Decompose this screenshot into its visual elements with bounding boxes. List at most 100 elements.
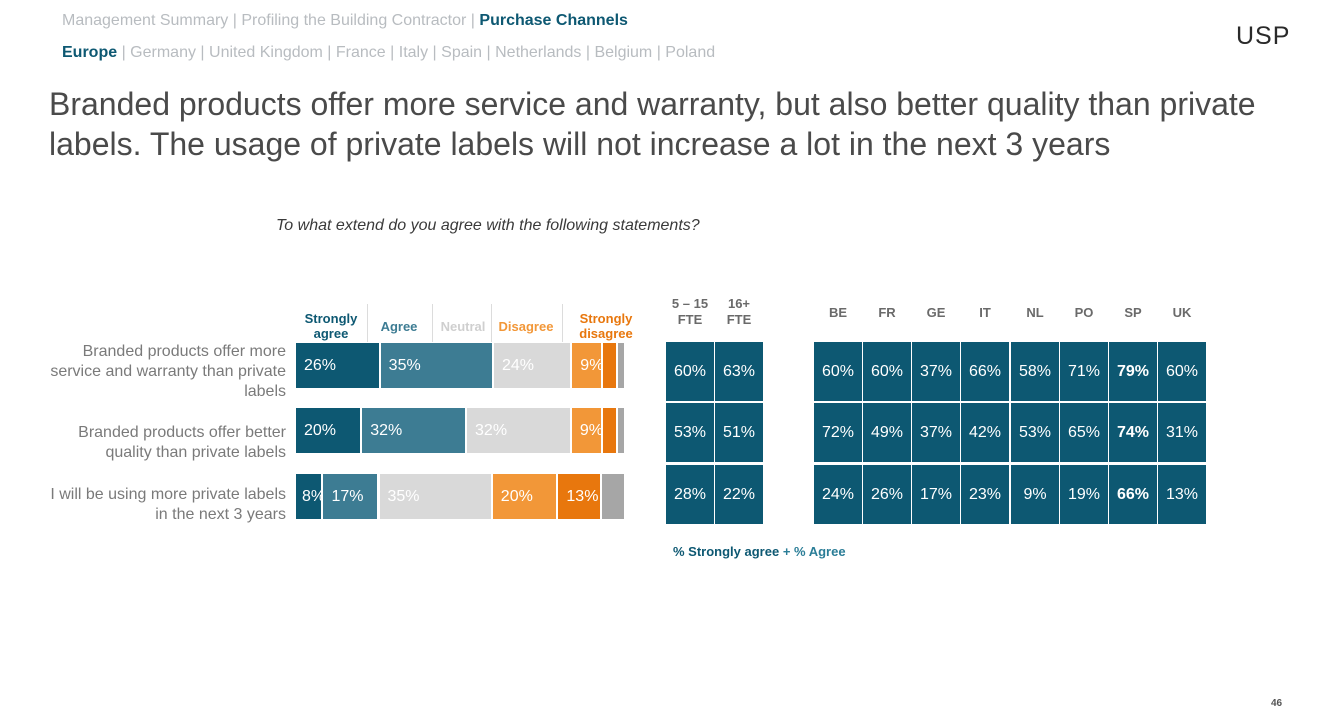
bar-data-label: 26%: [304, 357, 337, 374]
table-cell: 72%: [814, 403, 862, 462]
nav-region-poland[interactable]: Poland: [665, 44, 716, 61]
footnote-strongly-agree: % Strongly agree: [673, 544, 780, 559]
table-cell: 28%: [666, 465, 714, 524]
table-cell: 22%: [715, 465, 763, 524]
table-cell: 26%: [863, 465, 911, 524]
region-nav: Europe | Germany | United Kingdom | Fran…: [62, 44, 715, 62]
column-header: FR: [878, 305, 896, 320]
bar-data-label: 35%: [387, 488, 420, 505]
nav-separator: |: [228, 12, 242, 29]
nav-separator: |: [482, 44, 496, 61]
bar-segment: [362, 408, 466, 453]
table-cell: 42%: [961, 403, 1009, 462]
table-cell: 66%: [961, 342, 1009, 401]
bar-data-label: 17%: [331, 488, 364, 505]
nav-separator: |: [428, 44, 442, 61]
table-cell: 63%: [715, 342, 763, 401]
table-cell: 53%: [666, 403, 714, 462]
column-header: IT: [979, 305, 991, 320]
table-cell: 79%: [1109, 342, 1157, 401]
nav-section-management-summary[interactable]: Management Summary: [62, 12, 229, 29]
table-cell: 60%: [863, 342, 911, 401]
bar-data-label: 9%: [579, 422, 603, 439]
bar-data-label: 32%: [475, 422, 508, 439]
bar-segment: [493, 343, 571, 388]
bar-data-label: 8%: [302, 488, 326, 505]
nav-separator: |: [322, 44, 336, 61]
nav-region-spain[interactable]: Spain: [441, 44, 483, 61]
nav-separator: |: [385, 44, 399, 61]
nav-separator: |: [117, 44, 131, 61]
column-header: PO: [1074, 305, 1094, 320]
bar-segment: [602, 343, 616, 388]
nav-region-germany[interactable]: Germany: [130, 44, 196, 61]
page-number: 46: [1271, 698, 1283, 709]
nav-separator: |: [581, 44, 595, 61]
table-cell: 66%: [1109, 465, 1157, 524]
table-cell: 60%: [814, 342, 862, 401]
bar-data-label: 13%: [566, 488, 599, 505]
legend-strongly-agree: Strongly agree: [304, 311, 358, 341]
nav-region-belgium[interactable]: Belgium: [594, 44, 653, 61]
bar-segment: [296, 474, 322, 519]
nav-region-netherlands[interactable]: Netherlands: [495, 44, 582, 61]
bar-data-label: 32%: [370, 422, 403, 439]
nav-section-purchase-channels[interactable]: Purchase Channels: [479, 12, 628, 29]
table-cell: 37%: [912, 403, 960, 462]
nav-section-profiling-the-building-contractor[interactable]: Profiling the Building Contractor: [241, 12, 467, 29]
legend-divider: [367, 304, 368, 342]
bar-segment: [296, 343, 379, 388]
bar-segment: [379, 474, 491, 519]
table-cell: 60%: [666, 342, 714, 401]
column-header: GE: [926, 305, 946, 320]
bar-data-label: 20%: [500, 488, 533, 505]
bar-segment: [492, 474, 557, 519]
bar-segment: [617, 408, 624, 453]
table-cell: 31%: [1158, 403, 1206, 462]
table-cell: 74%: [1109, 403, 1157, 462]
legend-agree: Agree: [380, 319, 418, 334]
bar-segment: [617, 343, 624, 388]
table-cell: 60%: [1158, 342, 1206, 401]
bar-data-label: 35%: [388, 357, 421, 374]
table-cell: 24%: [814, 465, 862, 524]
column-header: NL: [1026, 305, 1044, 320]
nav-region-france[interactable]: France: [335, 44, 386, 61]
survey-question: To what extend do you agree with the fol…: [276, 217, 700, 234]
table-cell: 71%: [1060, 342, 1108, 401]
section-nav: Management Summary | Profiling the Build…: [62, 12, 628, 30]
table-cell: 65%: [1060, 403, 1108, 462]
bar-segment: [601, 474, 624, 519]
bar-segment: [323, 474, 378, 519]
column-header: BE: [828, 305, 848, 320]
table-cell: 17%: [912, 465, 960, 524]
bar-data-label: 20%: [304, 422, 337, 439]
legend-divider: [562, 304, 563, 342]
bar-segment: [558, 474, 600, 519]
bar-segment: [571, 408, 601, 453]
page-title: Branded products offer more service and …: [49, 86, 1256, 162]
row-label: Branded products offer better quality th…: [78, 424, 286, 461]
table-cell: 53%: [1011, 403, 1059, 462]
bar-segment: [467, 408, 570, 453]
nav-region-united-kingdom[interactable]: United Kingdom: [209, 44, 323, 61]
bar-data-label: 24%: [501, 357, 534, 374]
nav-separator: |: [466, 12, 480, 29]
nav-separator: |: [652, 44, 666, 61]
table-footnote: % Strongly agree + % Agree: [673, 544, 846, 559]
column-header: 5 – 15 FTE: [671, 296, 709, 327]
legend-disagree: Disagree: [498, 319, 554, 334]
table-cell: 19%: [1060, 465, 1108, 524]
table-cell: 49%: [863, 403, 911, 462]
footnote-agree: + % Agree: [782, 544, 846, 559]
table-cell: 37%: [912, 342, 960, 401]
column-header: 16+ FTE: [726, 296, 752, 327]
column-header: SP: [1124, 305, 1142, 320]
nav-region-italy[interactable]: Italy: [398, 44, 429, 61]
row-label: Branded products offer more service and …: [50, 343, 286, 400]
legend-divider: [432, 304, 433, 342]
bar-segment: [296, 408, 361, 453]
table-cell: 9%: [1011, 465, 1059, 524]
table-cell: 51%: [715, 403, 763, 462]
nav-region-europe[interactable]: Europe: [62, 44, 118, 61]
